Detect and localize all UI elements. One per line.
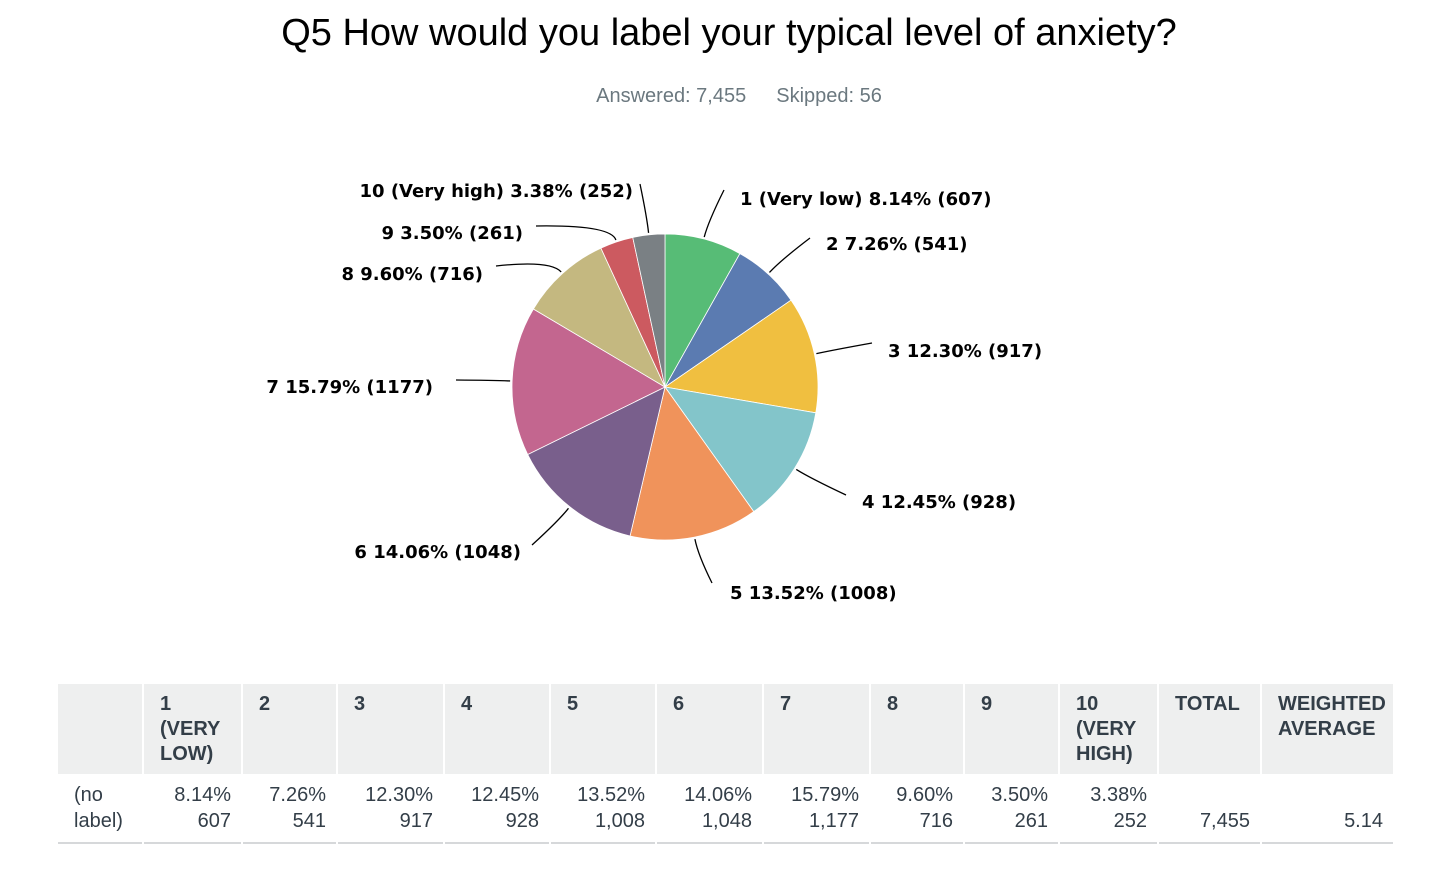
row-label: (no label)	[58, 774, 142, 844]
slice-label: 5 13.52% (1008)	[730, 583, 897, 604]
cell-count: 1,008	[594, 810, 645, 832]
results-table: 1 (VERY LOW) 2 3 4 5 6 7 8 9 10 (VERY HIGH) TOTAL WEIGH…	[56, 684, 1395, 844]
leader-line	[768, 237, 811, 273]
cell-percent: 13.52%	[577, 784, 645, 806]
slice-label: 8 9.60% (716)	[341, 264, 483, 285]
leader-line	[795, 468, 847, 496]
leader-line	[455, 379, 511, 382]
slice-label: 2 7.26% (541)	[826, 234, 968, 255]
pie-slice-5[interactable]	[629, 386, 755, 541]
leader-line	[694, 538, 713, 584]
cell-count: 252	[1113, 810, 1147, 832]
cell-percent: 3.50%	[991, 784, 1048, 806]
pie-slice-3[interactable]	[663, 299, 819, 414]
table-cell: 12.30% 917	[338, 774, 443, 844]
pie-slice-8[interactable]	[532, 247, 666, 388]
column-header: 1 (VERY LOW)	[144, 684, 241, 774]
cell-count: 607	[197, 810, 231, 832]
slice-label: 4 12.45% (928)	[862, 492, 1016, 513]
table-row: (no label) 8.14% 607 7.26% 541 12.30% 917 12.45%…	[58, 774, 1393, 844]
cell-percent: 14.06%	[684, 784, 752, 806]
cell-count: 1,177	[808, 810, 859, 832]
slice-label: 3 12.30% (917)	[888, 341, 1042, 362]
answered-count: Answered: 7,455	[596, 85, 747, 107]
table-header-row: 1 (VERY LOW) 2 3 4 5 6 7 8 9 10 (VERY HIGH) TOTAL WEIGH…	[58, 684, 1393, 774]
column-header: 7	[764, 684, 869, 774]
table-cell: 13.52% 1,008	[551, 774, 655, 844]
column-header: 8	[871, 684, 963, 774]
slice-label: 6 14.06% (1048)	[354, 542, 521, 563]
cell-count: 541	[292, 810, 326, 832]
leader-line	[535, 225, 617, 241]
leader-line	[531, 507, 569, 546]
total-cell: 7,455	[1159, 774, 1260, 844]
question-title: Q5 How would you label your typical leve…	[281, 12, 1177, 54]
weighted-average-cell: 5.14	[1262, 774, 1393, 844]
cell-count: 261	[1014, 810, 1048, 832]
cell-percent: 12.45%	[471, 784, 539, 806]
table-cell: 12.45% 928	[445, 774, 549, 844]
pie-slice-6[interactable]	[527, 386, 666, 537]
table-cell: 9.60% 716	[871, 774, 963, 844]
response-summary: Answered: 7,455 Skipped: 56	[0, 85, 1448, 108]
leader-line	[816, 342, 873, 355]
table-cell: 14.06% 1,048	[657, 774, 762, 844]
cell-percent: 8.14%	[174, 784, 231, 806]
column-header: WEIGHTED AVERAGE	[1262, 684, 1393, 774]
pie-chart: 1 (Very low) 8.14% (607) 2 7.26% (541) 3 1…	[266, 181, 1042, 604]
column-header	[58, 684, 142, 774]
leader-line	[495, 263, 562, 273]
cell-count: 928	[505, 810, 539, 832]
slice-label: 9 3.50% (261)	[381, 223, 523, 244]
column-header: 5	[551, 684, 655, 774]
table-cell: 7.26% 541	[243, 774, 336, 844]
cell-percent: 12.30%	[365, 784, 433, 806]
slice-label: 1 (Very low) 8.14% (607)	[740, 189, 991, 210]
skipped-count: Skipped: 56	[776, 85, 882, 107]
column-header: 6	[657, 684, 762, 774]
slice-label: 7 15.79% (1177)	[266, 377, 433, 398]
cell-percent: 15.79%	[791, 784, 859, 806]
pie-slice-10[interactable]	[632, 233, 666, 388]
column-header: 10 (VERY HIGH)	[1060, 684, 1157, 774]
cell-percent: 3.38%	[1090, 784, 1147, 806]
slice-label: 10 (Very high) 3.38% (252)	[360, 181, 634, 202]
leader-line	[639, 183, 650, 233]
cell-count: 716	[919, 810, 953, 832]
pie-slice-4[interactable]	[664, 386, 817, 513]
pie-slice-7[interactable]	[511, 308, 666, 456]
cell-count: 1,048	[701, 810, 752, 832]
cell-count: 917	[399, 810, 433, 832]
column-header: 9	[965, 684, 1058, 774]
column-header: TOTAL	[1159, 684, 1260, 774]
column-header: 2	[243, 684, 336, 774]
table-cell: 3.50% 261	[965, 774, 1058, 844]
table-cell: 15.79% 1,177	[764, 774, 869, 844]
cell-percent: 9.60%	[896, 784, 953, 806]
column-header: 4	[445, 684, 549, 774]
table-cell: 3.38% 252	[1060, 774, 1157, 844]
table-cell: 8.14% 607	[144, 774, 241, 844]
cell-percent: 7.26%	[269, 784, 326, 806]
column-header: 3	[338, 684, 443, 774]
leader-line	[703, 189, 725, 238]
